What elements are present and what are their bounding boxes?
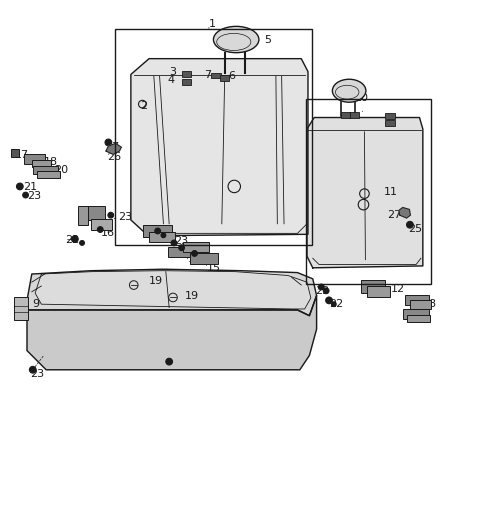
Text: 13: 13 [91, 208, 105, 218]
Bar [36, 171, 60, 178]
Circle shape [407, 221, 413, 228]
Bar [367, 286, 390, 296]
Bar [181, 71, 191, 77]
Bar [182, 242, 209, 251]
Text: 23: 23 [174, 235, 189, 245]
Circle shape [192, 250, 197, 257]
Circle shape [166, 358, 172, 365]
Ellipse shape [214, 26, 259, 53]
Text: 23: 23 [30, 369, 45, 379]
Circle shape [80, 240, 84, 245]
Text: 20: 20 [413, 311, 427, 321]
Text: 21: 21 [23, 182, 37, 192]
Bar [14, 297, 28, 321]
Text: 23: 23 [145, 225, 159, 234]
Text: 8: 8 [18, 307, 25, 316]
Circle shape [171, 240, 177, 246]
Bar [220, 75, 229, 81]
Circle shape [16, 183, 23, 190]
Text: 27: 27 [387, 210, 402, 220]
Bar [91, 219, 112, 230]
Bar [410, 300, 432, 309]
Circle shape [97, 227, 103, 232]
Text: 27: 27 [105, 142, 120, 152]
Text: 5: 5 [264, 35, 271, 45]
Bar [144, 225, 172, 237]
Text: 9: 9 [32, 299, 39, 309]
Bar [349, 112, 359, 118]
Text: 14: 14 [187, 254, 202, 264]
Text: 19: 19 [185, 290, 199, 300]
Circle shape [323, 288, 329, 294]
Text: 17: 17 [15, 150, 29, 160]
Bar [385, 113, 395, 119]
Polygon shape [27, 269, 317, 316]
Text: 7: 7 [204, 70, 211, 80]
Circle shape [108, 212, 114, 218]
Bar [340, 112, 350, 118]
Bar [306, 99, 432, 284]
Circle shape [161, 233, 166, 238]
Polygon shape [399, 208, 410, 218]
Text: 23: 23 [27, 191, 41, 201]
Text: 22: 22 [329, 299, 343, 309]
Circle shape [179, 245, 184, 250]
Circle shape [105, 139, 112, 146]
Text: 18: 18 [423, 299, 437, 309]
Text: 19: 19 [149, 276, 163, 286]
Text: 23: 23 [316, 286, 330, 296]
Polygon shape [131, 59, 308, 236]
Text: 18: 18 [44, 157, 58, 167]
Text: 26: 26 [107, 152, 121, 162]
Text: 24: 24 [148, 234, 162, 244]
Polygon shape [35, 271, 311, 309]
Polygon shape [307, 118, 423, 268]
Text: 23: 23 [119, 212, 132, 222]
Bar [190, 254, 218, 264]
Text: 2: 2 [141, 101, 147, 111]
Text: 16: 16 [101, 228, 115, 238]
Bar [82, 206, 105, 220]
Bar [149, 232, 175, 242]
Text: 15: 15 [206, 263, 220, 273]
Text: 6: 6 [228, 71, 235, 81]
Bar [360, 280, 385, 293]
Bar [405, 294, 429, 305]
Bar [32, 160, 51, 167]
Text: 23: 23 [190, 244, 204, 254]
Bar [11, 149, 19, 157]
Text: 20: 20 [54, 165, 69, 175]
Bar [33, 166, 58, 175]
Text: 25: 25 [408, 224, 422, 234]
Bar [403, 309, 429, 319]
Circle shape [331, 302, 336, 307]
Ellipse shape [332, 79, 366, 102]
Bar [168, 247, 197, 257]
Bar [407, 315, 431, 322]
Text: 10: 10 [355, 93, 369, 104]
Bar [211, 73, 221, 78]
Bar [115, 28, 312, 245]
Text: 4: 4 [168, 75, 175, 85]
Bar [181, 79, 191, 84]
Polygon shape [27, 295, 317, 370]
Text: 11: 11 [384, 187, 397, 197]
Bar [385, 120, 395, 126]
Circle shape [29, 367, 36, 373]
Text: 12: 12 [391, 284, 405, 294]
Text: 1: 1 [209, 19, 216, 29]
Text: 22: 22 [65, 235, 79, 244]
Circle shape [72, 236, 78, 242]
Polygon shape [106, 143, 121, 155]
Circle shape [319, 284, 324, 290]
Circle shape [325, 297, 332, 304]
Bar [78, 206, 88, 225]
Text: 3: 3 [169, 67, 176, 77]
Circle shape [23, 192, 28, 198]
Circle shape [155, 228, 160, 234]
Bar [24, 155, 45, 164]
